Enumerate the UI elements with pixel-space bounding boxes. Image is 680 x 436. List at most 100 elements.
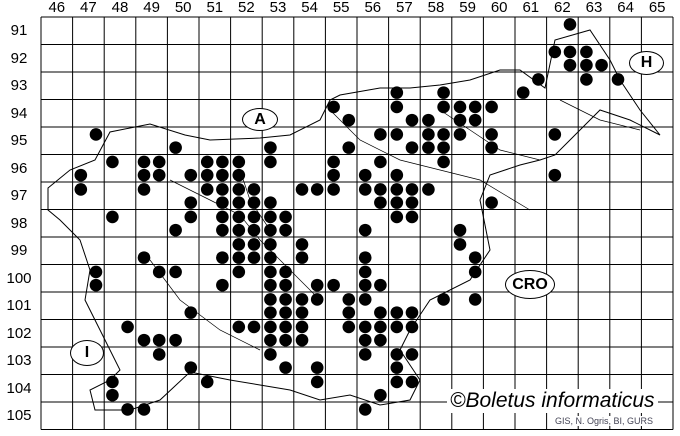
record-dot (169, 265, 182, 279)
record-dot (358, 183, 372, 196)
record-dot (390, 196, 404, 209)
record-dot (152, 168, 166, 182)
record-dot (264, 141, 277, 154)
column-label: 57 (396, 0, 413, 16)
record-dot (264, 265, 277, 279)
row-label: 91 (10, 22, 28, 39)
record-dot (405, 348, 419, 361)
record-dot (390, 168, 404, 182)
record-dot (184, 210, 198, 224)
record-dot (437, 128, 450, 141)
record-dot (247, 223, 261, 237)
record-dot (232, 210, 246, 224)
record-dot (595, 58, 608, 72)
record-dot (390, 183, 404, 196)
record-dot (106, 375, 119, 389)
record-dot (152, 265, 166, 279)
record-dot (264, 155, 277, 169)
column-label: 65 (648, 0, 666, 16)
record-dot (121, 320, 134, 334)
record-dot (106, 210, 119, 224)
record-dot (279, 278, 292, 292)
row-label: 103 (6, 352, 32, 369)
record-dot (152, 155, 166, 169)
row-label: 105 (6, 407, 32, 424)
record-dot (422, 113, 435, 127)
record-dot (279, 361, 292, 374)
record-dot (216, 196, 229, 209)
record-dot (563, 58, 577, 72)
record-dot (390, 361, 404, 374)
country-label-italy: I (70, 340, 104, 366)
column-label: 46 (48, 0, 66, 16)
record-dot (437, 100, 450, 114)
record-dot (184, 306, 198, 319)
record-dot (390, 128, 404, 141)
record-dot (152, 348, 166, 361)
record-dot (405, 320, 419, 334)
column-label: 53 (269, 0, 287, 16)
record-dot (279, 320, 292, 334)
record-dot (358, 403, 372, 416)
record-dot (200, 155, 214, 169)
column-label: 51 (206, 0, 224, 16)
record-dot (247, 320, 261, 334)
record-dot (358, 223, 372, 237)
country-label-austria: A (242, 108, 278, 131)
record-dot (184, 196, 198, 209)
record-dot (374, 183, 387, 196)
record-dot (200, 168, 214, 182)
country-label-hungary: H (629, 51, 664, 75)
record-dot (247, 251, 261, 264)
record-dot (216, 155, 229, 169)
record-dot (358, 320, 372, 334)
column-label: 62 (554, 0, 571, 16)
record-dot (327, 183, 340, 196)
record-dot (358, 265, 372, 279)
column-label: 63 (585, 0, 603, 16)
record-dot (310, 183, 324, 196)
record-dot (342, 141, 356, 154)
record-dot (374, 388, 387, 402)
record-dot (548, 168, 562, 182)
column-label: 61 (522, 0, 540, 16)
record-dot (216, 168, 229, 182)
record-dot (200, 183, 214, 196)
record-dot (468, 100, 482, 114)
record-dot (295, 183, 309, 196)
record-dot (453, 100, 467, 114)
record-dot (580, 73, 593, 86)
record-dot (264, 251, 277, 264)
record-dot (264, 210, 277, 224)
record-dot (405, 306, 419, 319)
record-dot (264, 320, 277, 334)
record-dot (137, 155, 151, 169)
record-dot (264, 238, 277, 251)
record-dot (358, 278, 372, 292)
record-dot (342, 306, 356, 319)
copyright-text: ©Boletus informaticus (447, 389, 658, 413)
record-dot (279, 333, 292, 347)
record-dot (422, 183, 435, 196)
record-dot (358, 293, 372, 306)
column-label: 54 (301, 0, 318, 16)
record-dot (548, 128, 562, 141)
record-dot (310, 361, 324, 374)
record-dot (200, 375, 214, 389)
record-dot (374, 320, 387, 334)
record-dot (422, 128, 435, 141)
row-label: 100 (6, 269, 32, 287)
record-dot (374, 196, 387, 209)
record-dot (232, 223, 246, 237)
record-dot (374, 278, 387, 292)
record-dot (121, 403, 134, 416)
row-label: 97 (10, 187, 28, 204)
record-dot (247, 196, 261, 209)
record-dot (516, 86, 530, 99)
record-dot (405, 183, 419, 196)
record-dot (453, 128, 467, 141)
record-dot (89, 278, 103, 292)
record-dot (327, 278, 340, 292)
